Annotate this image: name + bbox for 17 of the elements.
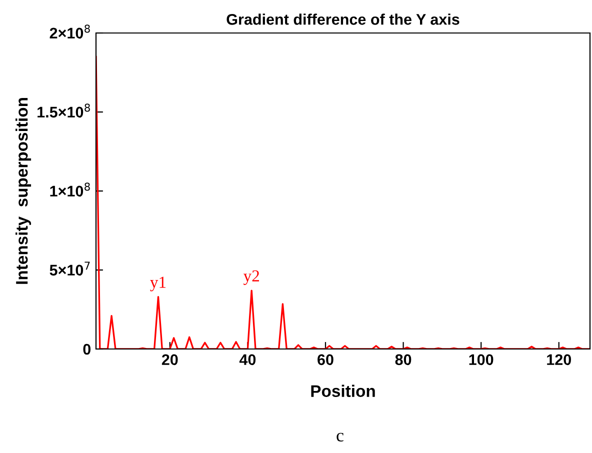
annotation: y2: [243, 270, 260, 285]
x-tick-label: 60: [318, 354, 334, 366]
y-tick-label: 1.5×10$^{8}$: [38, 104, 90, 118]
y-tick-label: 2×10$^{8}$: [50, 24, 90, 39]
y-tick-label: 1×10$^{8}$: [50, 182, 90, 197]
y-axis-title: Intensity superposition: [16, 98, 32, 284]
x-tick-label: 40: [239, 354, 256, 366]
y-tick-label: 5×10$^{7}$: [50, 262, 90, 276]
text: c: [336, 432, 344, 442]
x-tick-label: 100: [469, 354, 494, 366]
x-tick-label: 80: [395, 354, 412, 366]
x-tick-label: 20: [162, 354, 178, 366]
annotation: y1: [150, 276, 166, 292]
x-axis-title: Position: [311, 384, 375, 398]
y-tick-label: 0: [83, 344, 91, 355]
x-tick-label: 120: [547, 354, 571, 366]
chart-title: Gradient difference of the Y axis: [226, 14, 460, 25]
